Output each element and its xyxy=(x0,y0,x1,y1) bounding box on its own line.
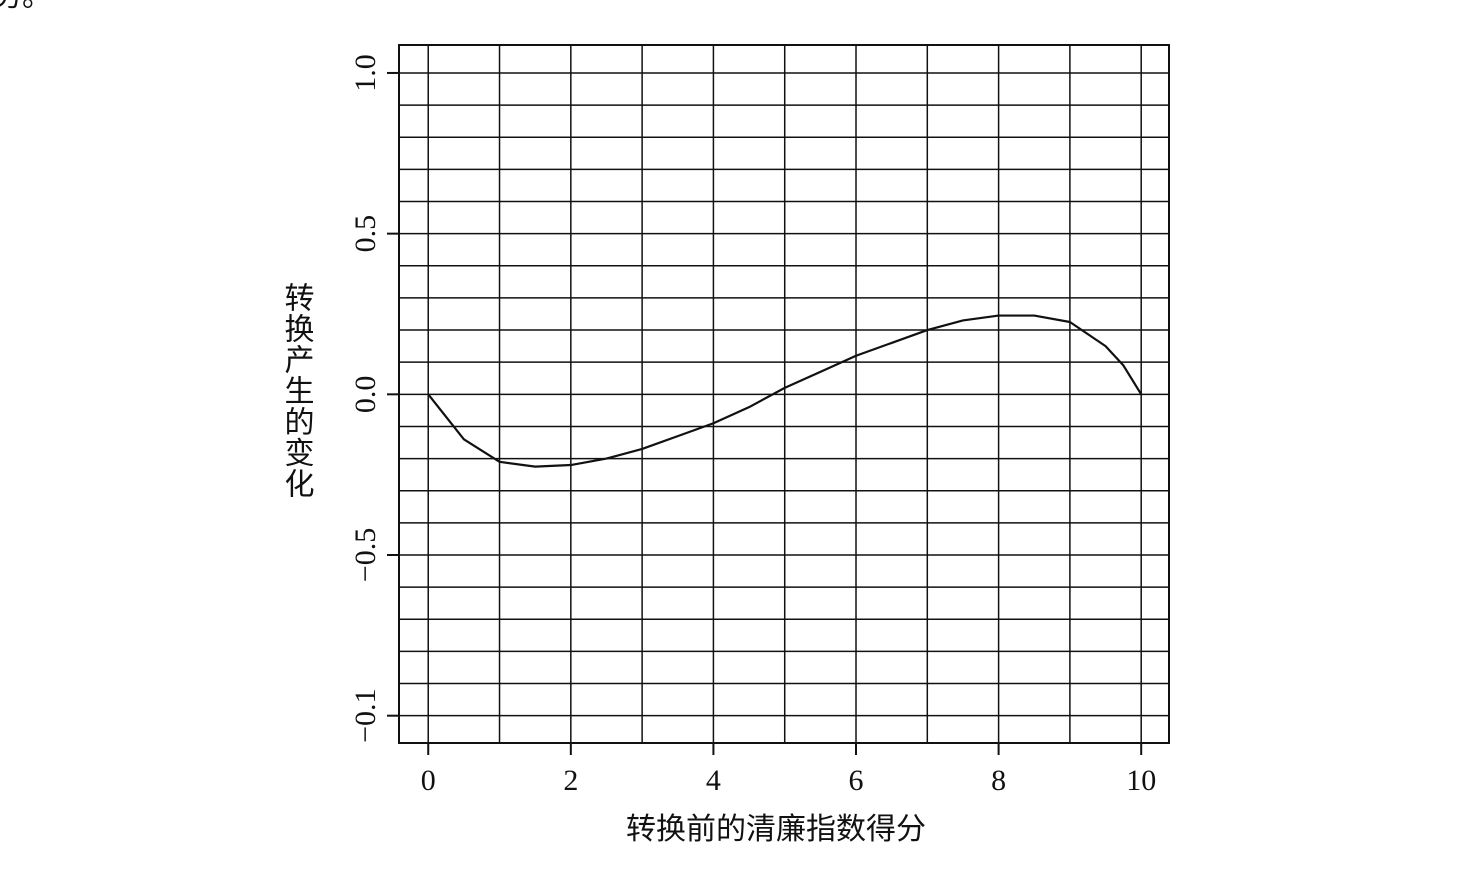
x-tick-label: 0 xyxy=(421,764,436,797)
y-tick-label: −0.5 xyxy=(349,528,382,582)
x-tick-label: 2 xyxy=(563,764,578,797)
line xyxy=(427,314,1143,468)
annotation: 势。 xyxy=(0,0,52,13)
x-tick-label: 6 xyxy=(849,764,864,797)
x-tick-label: 4 xyxy=(706,764,721,797)
y-tick-label: 0.0 xyxy=(349,376,382,414)
x-tick-label: 10 xyxy=(1126,764,1156,797)
y-tick-label: −0.1 xyxy=(349,688,382,742)
y-tick-label: 0.5 xyxy=(349,215,382,253)
y-axis-label: 转换产生的变化 xyxy=(280,282,314,499)
x-tick-label: 8 xyxy=(991,764,1006,797)
x-axis-label: 转换前的清廉指数得分 xyxy=(626,813,926,846)
y-tick-label: 1.0 xyxy=(349,54,382,92)
